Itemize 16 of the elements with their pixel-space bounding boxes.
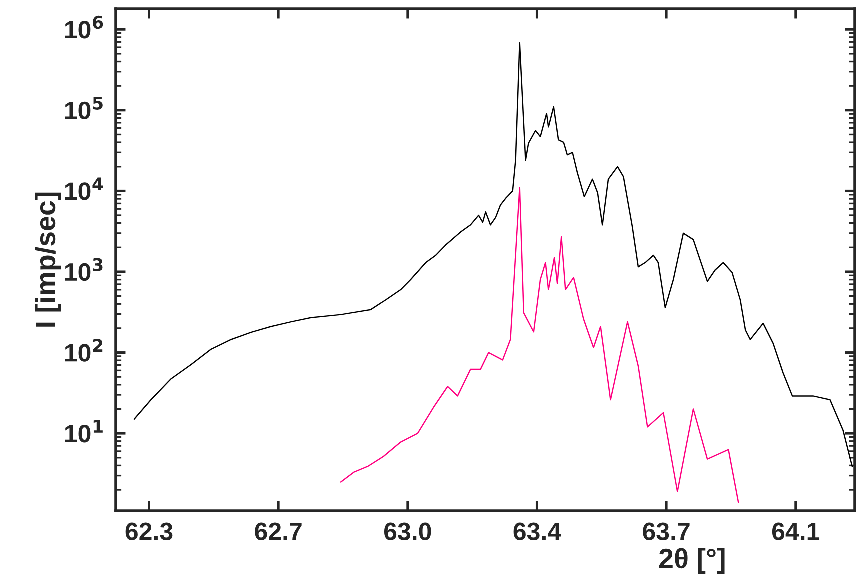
- y-tick-label: 10$^{2}$: [65, 339, 103, 362]
- x-axis-title: 2θ [°]: [659, 548, 725, 574]
- y-tick-label: 10$^{6}$: [65, 16, 104, 39]
- line-series: [340, 187, 740, 504]
- y-tick-label: 10$^{4}$: [65, 178, 104, 200]
- y-axis-title: I [imp/sec]: [35, 192, 62, 327]
- y-tick-label: 10$^{5}$: [65, 96, 103, 120]
- y-tick-label: 10$^{3}$: [65, 258, 103, 282]
- x-tick-label: 64.1: [772, 522, 820, 540]
- line-series: [134, 42, 854, 468]
- x-tick-label: 63.0: [384, 522, 432, 541]
- x-tick-label: 62.7: [255, 522, 302, 540]
- x-tick-label: 63.4: [514, 522, 562, 541]
- x-tick-label: 63.7: [643, 522, 690, 541]
- y-tick-label: 10$^{1}$: [65, 420, 103, 443]
- x-tick-label: 62.3: [126, 522, 173, 541]
